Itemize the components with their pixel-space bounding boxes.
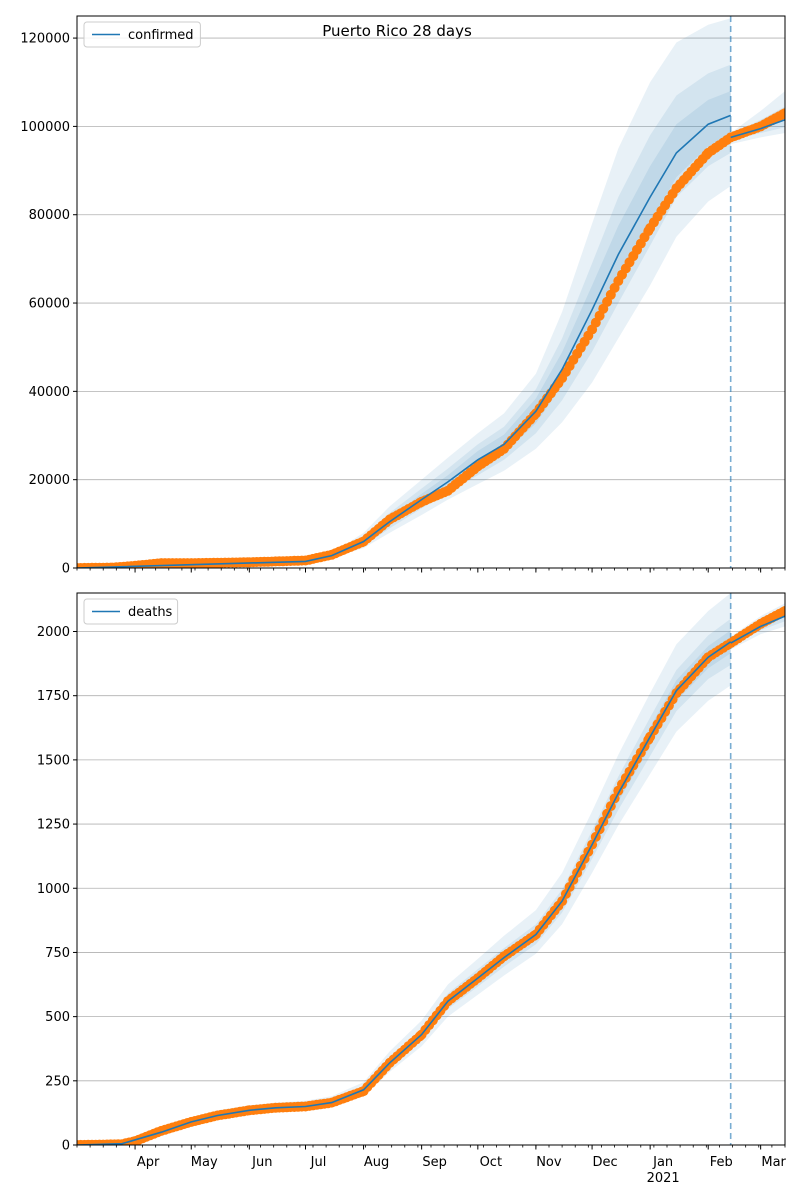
y-tick-label: 1750: [37, 689, 70, 704]
y-tick-label: 250: [45, 1074, 70, 1089]
x-tick-label: Jun: [251, 1155, 272, 1170]
y-tick-label: 2000: [37, 625, 70, 640]
x-tick-label: Jan: [652, 1155, 673, 1170]
model-median-line: [77, 641, 732, 1145]
observed-point: [780, 108, 785, 119]
legend-box: [83, 598, 179, 625]
y-tick-label: 1250: [37, 818, 70, 833]
y-tick-label: 750: [45, 946, 70, 961]
y-tick-label: 40000: [29, 385, 70, 400]
plot-area: [77, 16, 785, 568]
x-tick-label: Mar: [761, 1155, 786, 1170]
uncertainty-band: [77, 593, 731, 1145]
x-tick-label: Oct: [480, 1155, 502, 1170]
legend-box: [83, 21, 201, 48]
y-tick-label: 500: [45, 1010, 70, 1025]
forecast-median-line: [730, 119, 785, 139]
uncertainty-band: [77, 630, 731, 1145]
uncertainty-band: [77, 618, 731, 1145]
observed-series: [77, 606, 785, 1145]
y-tick-label: 20000: [29, 473, 70, 488]
confirmed-panel: 0 20000 40000 60000 80000 100000 120000 confirm…: [20, 15, 786, 577]
legend-label: deaths: [128, 605, 173, 620]
x-tick-label: Aug: [364, 1155, 389, 1170]
y-tick-label: 60000: [29, 297, 70, 312]
legend: confirmed: [83, 21, 201, 48]
x-tick-label: May: [191, 1155, 218, 1170]
x-tick-label: Dec: [593, 1155, 618, 1170]
y-tick-label: 80000: [29, 208, 70, 223]
y-tick-label: 1500: [37, 753, 70, 768]
x-tick-year-label: 2021: [647, 1171, 680, 1186]
y-tick-label: 120000: [20, 32, 70, 47]
x-tick-label: Sep: [422, 1155, 447, 1170]
y-tick-label: 0: [62, 562, 70, 577]
y-tick-label: 1000: [37, 882, 70, 897]
model-median-line: [77, 114, 731, 568]
y-axis: 0 20000 40000 60000 80000 100000 120000: [20, 32, 77, 577]
legend-label: confirmed: [128, 28, 194, 43]
observed-point: [780, 606, 785, 616]
figure-title: Puerto Rico 28 days: [322, 22, 472, 40]
legend: deaths: [83, 598, 179, 625]
plot-area: [77, 593, 785, 1145]
deaths-panel: 0 250 500 750 1000 1250 1500 1750 2000 Apr May Jun J…: [37, 592, 787, 1186]
y-tick-label: 100000: [20, 120, 70, 135]
x-tick-label: Feb: [710, 1155, 733, 1170]
x-tick-label: Apr: [137, 1155, 160, 1170]
x-tick-label: Jul: [310, 1155, 327, 1170]
x-tick-label: Nov: [536, 1155, 562, 1170]
x-axis: [76, 568, 786, 573]
forecast-median-line: [730, 615, 785, 644]
y-axis: 0 250 500 750 1000 1250 1500 1750 2000: [37, 625, 77, 1154]
y-tick-label: 0: [62, 1139, 70, 1154]
uncertainty-band: [77, 18, 731, 568]
